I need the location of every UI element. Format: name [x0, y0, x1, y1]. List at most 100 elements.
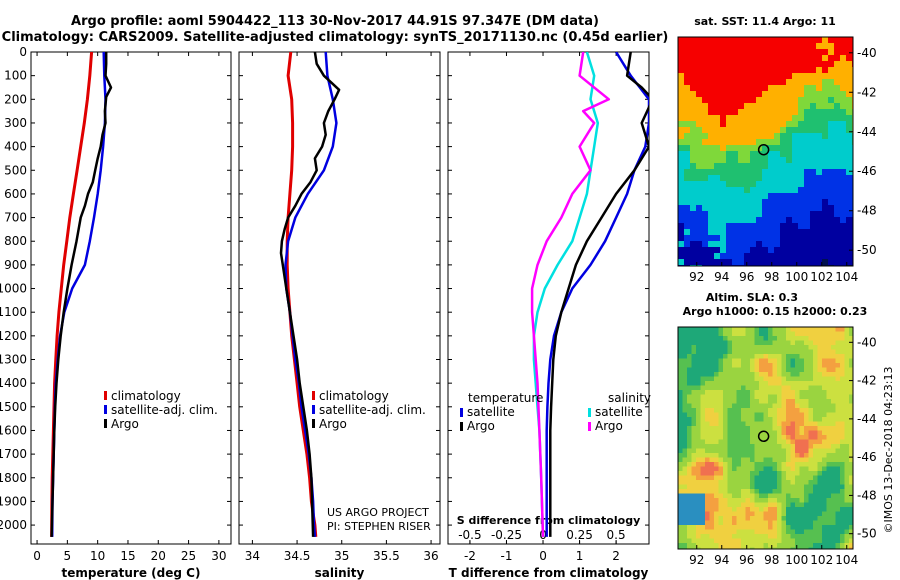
y-tick-label: 1600	[0, 423, 27, 437]
x-tick-label: -1	[500, 549, 512, 563]
x-tick-label: 2	[612, 549, 620, 563]
y-tick-label: 500	[4, 163, 27, 177]
map-x-tick-label: 100	[785, 270, 808, 284]
x-axis-label: salinity	[315, 566, 365, 580]
legend-swatch	[312, 405, 315, 414]
map-x-tick-label: 96	[739, 553, 754, 567]
altim-title2: Argo h1000: 0.15 h2000: 0.23	[683, 305, 868, 318]
secondary-tick-label: 0.25	[566, 528, 593, 542]
profile-panel-1: 34 34.5 35 35.5 36 salinity climatologysatelli…	[238, 51, 441, 580]
sst-map: 92 94 96 98 100 102 104 -40 -42 -44 -46 -48 -50	[677, 36, 877, 284]
header-line1: Argo profile: aoml 5904422_113 30-Nov-20…	[71, 14, 599, 29]
secondary-tick-label: 0.5	[607, 528, 626, 542]
y-tick-label: 1200	[0, 329, 27, 343]
map-x-tick-label: 92	[689, 553, 704, 567]
map-y-tick-label: -46	[857, 164, 877, 178]
legend-label: Argo	[467, 419, 495, 433]
argo-location-marker	[757, 143, 770, 156]
profile-panel-2: -2 -1 0 1 2 T difference from climatology S di…	[447, 51, 651, 580]
x-axis-label: temperature (deg C)	[62, 566, 201, 580]
legend-swatch	[104, 391, 107, 400]
map-x-tick-label: 94	[714, 553, 729, 567]
x-tick-label: 35	[334, 549, 349, 563]
legend-label: satellite	[467, 405, 515, 419]
panel-frame	[238, 51, 441, 545]
sst-title: sat. SST: 11.4 Argo: 11	[694, 15, 836, 28]
map-x-tick-label: 92	[689, 270, 704, 284]
profile-panel-0: 0 5 10 15 20 25 30 temperature (deg C) climatolo…	[30, 51, 232, 580]
x-tick-label: 36	[423, 549, 438, 563]
map-x-tick-label: 98	[764, 553, 779, 567]
y-tick-label: 1100	[0, 305, 27, 319]
legend-label: satellite-adj. clim.	[111, 403, 218, 417]
y-tick-label: 1800	[0, 471, 27, 485]
y-tick-label: 1900	[0, 494, 27, 508]
sst-map-frame	[677, 36, 854, 267]
series-line-climatology	[50, 52, 94, 537]
x-tick-label: 30	[211, 549, 226, 563]
map-y-tick-label: -40	[857, 46, 877, 60]
y-tick-label: 700	[4, 211, 27, 225]
map-y-tick-label: -40	[857, 335, 877, 349]
legend-swatch	[460, 422, 463, 431]
legend-label: climatology	[111, 389, 181, 403]
series-line-salinity-argo	[530, 52, 611, 537]
map-y-tick-label: -46	[857, 450, 877, 464]
legend-swatch	[588, 408, 591, 417]
x-tick-label: 25	[181, 549, 196, 563]
map-y-tick-label: -42	[857, 374, 877, 388]
y-tick-label: 1500	[0, 400, 27, 414]
y-tick-label: 100	[4, 69, 27, 83]
map-x-tick-label: 94	[714, 270, 729, 284]
secondary-axis-label: S difference from climatology	[457, 514, 641, 527]
sst-map-cells	[678, 37, 853, 266]
legend-swatch	[312, 391, 315, 400]
legend-label: Argo	[319, 417, 347, 431]
legend-label: Argo	[595, 419, 623, 433]
y-tick-label: 0	[19, 45, 27, 59]
x-tick-label: -2	[464, 549, 476, 563]
secondary-tick-label: -0.5	[458, 528, 481, 542]
legend-salinity-title: salinity	[608, 391, 651, 405]
map-y-tick-label: -50	[857, 243, 877, 257]
altim-title1: Altim. SLA: 0.3	[706, 291, 798, 304]
map-x-tick-label: 102	[810, 270, 833, 284]
x-tick-label: 34	[245, 549, 260, 563]
series-line-argo	[50, 52, 113, 537]
series-line-argo	[279, 52, 341, 537]
y-tick-label: 800	[4, 234, 27, 248]
y-tick-label: 600	[4, 187, 27, 201]
x-tick-label: 5	[64, 549, 72, 563]
y-tick-label: 400	[4, 140, 27, 154]
y-tick-label: 300	[4, 116, 27, 130]
sla-map-frame	[677, 326, 854, 550]
map-x-tick-label: 102	[810, 553, 833, 567]
map-y-tick-label: -50	[857, 527, 877, 541]
map-y-tick-label: -42	[857, 85, 877, 99]
y-tick-label: 1700	[0, 447, 27, 461]
sla-map: 92 94 96 98 100 102 104 -40 -42 -44 -46 -48 -50	[677, 326, 877, 567]
map-x-tick-label: 96	[739, 270, 754, 284]
legend-label: satellite-adj. clim.	[319, 403, 426, 417]
y-tick-label: 1300	[0, 353, 27, 367]
map-x-tick-label: 100	[785, 553, 808, 567]
series-line-temperature-argo	[549, 52, 649, 537]
map-x-tick-label: 104	[835, 553, 858, 567]
sla-map-cells	[678, 327, 853, 549]
map-y-tick-label: -48	[857, 488, 877, 502]
map-x-tick-label: 104	[835, 270, 858, 284]
series-line-temperature-satellite	[545, 52, 649, 537]
y-tick-label: 900	[4, 258, 27, 272]
legend-swatch	[588, 422, 591, 431]
credit-line1: US ARGO PROJECT	[327, 506, 429, 519]
x-tick-label: 10	[90, 549, 105, 563]
x-tick-label: 34.5	[284, 549, 311, 563]
legend-label: climatology	[319, 389, 389, 403]
x-axis-label: T difference from climatology	[449, 566, 649, 580]
argo-location-marker	[757, 430, 770, 443]
x-tick-label: 35.5	[373, 549, 400, 563]
secondary-tick-label: -0.25	[491, 528, 522, 542]
legend-label: Argo	[111, 417, 139, 431]
legend-swatch	[104, 419, 107, 428]
legend-temperature-title: temperature	[468, 391, 543, 405]
